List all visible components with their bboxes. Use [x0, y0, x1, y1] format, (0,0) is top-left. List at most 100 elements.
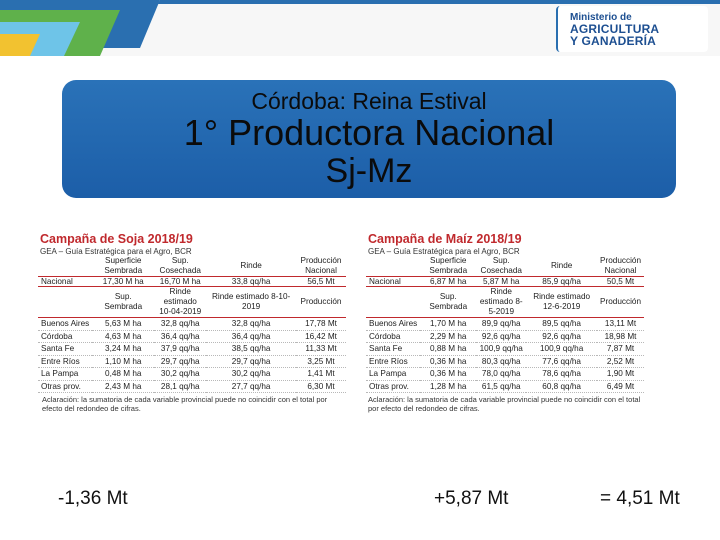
soja-h2-c2: Rinde estimado 10-04-2019: [159, 287, 202, 316]
title-crops: Sj-Mz: [325, 152, 413, 190]
soja-r5-c1: 2,43 M ha: [92, 380, 155, 393]
header-stripes: [0, 0, 720, 56]
maiz-r3-c2: 80,3 qq/ha: [476, 355, 527, 368]
maiz-r4-c4: 1,90 Mt: [597, 367, 644, 381]
soja-r0-c1: 5,63 M ha: [92, 317, 155, 331]
maiz-table: Superficie Sembrada Sup. Cosechada Rinde…: [366, 256, 644, 393]
table-row: Córdoba 4,63 M ha 36,4 qq/ha 36,4 qq/ha …: [38, 330, 346, 343]
maiz-nac-c2: 5,87 M ha: [476, 276, 527, 287]
soja-nac-c1: 17,30 M ha: [92, 276, 155, 287]
soja-r3-c1: 1,10 M ha: [92, 355, 155, 368]
maiz-r0-c3: 89,5 qq/ha: [526, 317, 598, 331]
maiz-table-title: Campaña de Maíz 2018/19: [368, 232, 522, 246]
maiz-nacional-row: Nacional 6,87 M ha 5,87 M ha 85,9 qq/ha …: [366, 276, 644, 287]
maiz-nac-c4: 50,5 Mt: [597, 276, 644, 287]
logo-line-2: AGRICULTURA: [570, 22, 660, 36]
maiz-r0-c0: Buenos Aires: [366, 317, 421, 331]
soja-r3-c4: 3,25 Mt: [296, 355, 346, 368]
soja-header-row-1: Superficie Sembrada Sup. Cosechada Rinde…: [38, 256, 346, 277]
maiz-h2-c0: [366, 287, 420, 318]
maiz-r1-c3: 92,6 qq/ha: [526, 330, 598, 343]
soja-nac-c3: 33,8 qq/ha: [206, 276, 296, 287]
maiz-nac-c0: Nacional: [366, 276, 421, 287]
soja-delta-value: -1,36 Mt: [58, 488, 128, 509]
maiz-r5-c0: Otras prov.: [366, 380, 421, 393]
table-row: Santa Fe 0,88 M ha 100,9 qq/ha 100,9 qq/…: [366, 342, 644, 356]
maiz-r2-c1: 0,88 M ha: [420, 342, 477, 356]
maiz-h1-c1: Superficie Sembrada: [429, 256, 468, 275]
soja-h2-c0: [38, 287, 92, 318]
maiz-r2-c4: 7,87 Mt: [597, 342, 644, 356]
soja-r3-c2: 29,7 qq/ha: [154, 355, 207, 368]
soja-r0-c3: 32,8 qq/ha: [206, 317, 296, 331]
soja-h1-c3: Rinde: [240, 261, 262, 270]
soja-r2-c2: 37,9 qq/ha: [154, 342, 207, 356]
header-band: Ministerio de AGRICULTURA Y GANADERÍA: [0, 0, 720, 56]
maiz-r4-c3: 78,6 qq/ha: [526, 367, 598, 381]
table-row: Entre Ríos 0,36 M ha 80,3 qq/ha 77,6 qq/…: [366, 355, 644, 368]
table-row: Buenos Aires 5,63 M ha 32,8 qq/ha 32,8 q…: [38, 317, 346, 331]
maiz-h1-c4: Producción Nacional: [600, 256, 641, 275]
maiz-h1-c3: Rinde: [550, 261, 573, 270]
maiz-r3-c0: Entre Ríos: [366, 355, 421, 368]
maiz-h1-c2: Sup. Cosechada: [480, 256, 522, 275]
soja-r2-c4: 11,33 Mt: [296, 342, 346, 356]
page-title: 1° Productora Nacional: [183, 112, 555, 153]
soja-h1-c4: Producción Nacional: [300, 256, 342, 275]
soja-table-title: Campaña de Soja 2018/19: [40, 232, 193, 246]
maiz-r5-c3: 60,8 qq/ha: [526, 380, 598, 393]
maiz-r2-c2: 100,9 qq/ha: [476, 342, 527, 356]
logo-line-3: Y GANADERÍA: [570, 34, 656, 48]
maiz-h2-c3: Rinde estimado 12-6-2019: [533, 292, 591, 311]
maiz-r2-c0: Santa Fe: [366, 342, 421, 356]
maiz-nac-c3: 85,9 qq/ha: [526, 276, 598, 287]
soja-nac-c0: Nacional: [38, 276, 93, 287]
maiz-h1-c0: [366, 256, 420, 277]
soja-r3-c0: Entre Ríos: [38, 355, 93, 368]
table-row: La Pampa 0,48 M ha 30,2 qq/ha 30,2 qq/ha…: [38, 367, 346, 381]
soja-r4-c2: 30,2 qq/ha: [154, 367, 207, 381]
soja-table-source: GEA – Guía Estratégica para el Agro, BCR: [40, 247, 192, 256]
soja-r1-c2: 36,4 qq/ha: [154, 330, 207, 343]
soja-r2-c1: 3,24 M ha: [92, 342, 155, 356]
soja-r0-c4: 17,78 Mt: [296, 317, 346, 331]
maiz-r4-c2: 78,0 qq/ha: [476, 367, 527, 381]
maiz-table-panel: Campaña de Maíz 2018/19 GEA – Guía Estra…: [360, 228, 644, 458]
soja-r5-c3: 27,7 qq/ha: [206, 380, 296, 393]
soja-r1-c4: 16,42 Mt: [296, 330, 346, 343]
soja-h1-c1: Superficie Sembrada: [104, 256, 143, 275]
soja-nacional-row: Nacional 17,30 M ha 16,70 M ha 33,8 qq/h…: [38, 276, 346, 287]
table-row: Córdoba 2,29 M ha 92,6 qq/ha 92,6 qq/ha …: [366, 330, 644, 343]
maiz-header-row-1: Superficie Sembrada Sup. Cosechada Rinde…: [366, 256, 644, 277]
soja-r2-c0: Santa Fe: [38, 342, 93, 356]
soja-h2-c1: Sup. Sembrada: [104, 292, 143, 311]
table-row: La Pampa 0,36 M ha 78,0 qq/ha 78,6 qq/ha…: [366, 367, 644, 381]
soja-r4-c1: 0,48 M ha: [92, 367, 155, 381]
maiz-h2-c4: Producción: [600, 297, 641, 306]
soja-r4-c0: La Pampa: [38, 367, 93, 381]
maiz-r4-c1: 0,36 M ha: [420, 367, 477, 381]
soja-h1-c2: Sup. Cosechada: [159, 256, 201, 275]
table-row: Otras prov. 1,28 M ha 61,5 qq/ha 60,8 qq…: [366, 380, 644, 393]
maiz-r1-c0: Córdoba: [366, 330, 421, 343]
maiz-table-note: Aclaración: la sumatoria de cada variabl…: [368, 395, 641, 413]
soja-r1-c3: 36,4 qq/ha: [206, 330, 296, 343]
maiz-r5-c4: 6,49 Mt: [597, 380, 644, 393]
soja-r1-c1: 4,63 M ha: [92, 330, 155, 343]
soja-r5-c2: 28,1 qq/ha: [154, 380, 207, 393]
soja-h2-c4: Producción: [300, 297, 342, 306]
maiz-r0-c1: 1,70 M ha: [420, 317, 477, 331]
maiz-r5-c2: 61,5 qq/ha: [476, 380, 527, 393]
maiz-r1-c1: 2,29 M ha: [420, 330, 477, 343]
soja-h1-c0: [38, 256, 92, 277]
table-row: Buenos Aires 1,70 M ha 89,9 qq/ha 89,5 q…: [366, 317, 644, 331]
table-row: Santa Fe 3,24 M ha 37,9 qq/ha 38,5 qq/ha…: [38, 342, 346, 356]
maiz-h2-c1: Sup. Sembrada: [429, 292, 468, 311]
maiz-table-source: GEA – Guía Estratégica para el Agro, BCR: [368, 247, 520, 256]
table-row: Otras prov. 2,43 M ha 28,1 qq/ha 27,7 qq…: [38, 380, 346, 393]
soja-nac-c4: 56,5 Mt: [296, 276, 346, 287]
maiz-r3-c3: 77,6 qq/ha: [526, 355, 598, 368]
soja-nac-c2: 16,70 M ha: [154, 276, 207, 287]
maiz-r4-c0: La Pampa: [366, 367, 421, 381]
soja-r4-c4: 1,41 Mt: [296, 367, 346, 381]
